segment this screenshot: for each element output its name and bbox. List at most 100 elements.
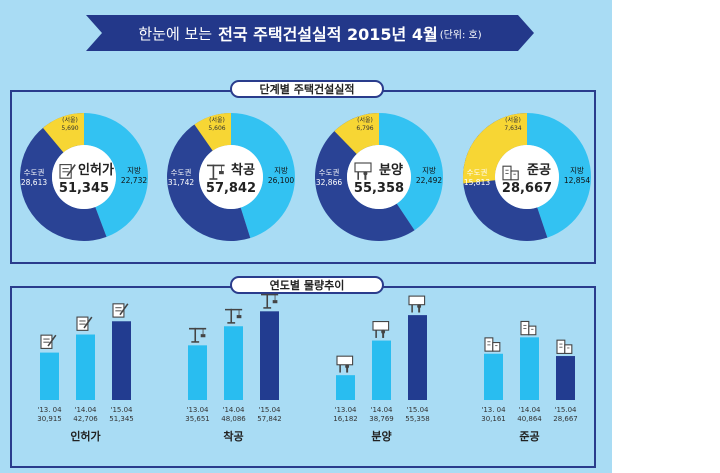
bar-value: 30,161: [481, 415, 506, 423]
crane-icon: [189, 327, 207, 343]
donut-hole: [199, 145, 263, 209]
slice-seoul: [334, 113, 379, 155]
building-short: [564, 344, 573, 354]
crane-icon: [207, 164, 225, 180]
crane-load: [219, 171, 224, 175]
bar-value: 55,358: [405, 415, 430, 423]
seoul-value: 6,796: [356, 125, 373, 132]
group-name: 착공: [223, 429, 243, 443]
crane-icon: [261, 293, 279, 309]
title-unit: (단위: 호): [439, 29, 482, 41]
permit-document-icon: [76, 316, 93, 331]
permit-document-icon: [40, 334, 57, 349]
sign-board: [372, 321, 390, 331]
bar-value: 57,842: [257, 415, 282, 423]
building-short: [528, 325, 537, 336]
donut-name: 인허가: [78, 162, 114, 178]
bar: [76, 334, 95, 400]
bar-period: '14.04: [75, 406, 98, 414]
slice-local: [527, 113, 591, 238]
capital-value: 28,613: [21, 178, 47, 187]
crane-icon: [225, 308, 243, 324]
buildings-icon: [484, 337, 501, 352]
buildings-icon: [520, 320, 537, 336]
building-short: [492, 342, 501, 352]
local-value: 22,732: [121, 176, 147, 185]
seoul-label: (서울): [357, 116, 373, 124]
local-label: 지방: [422, 165, 436, 175]
person-head: [381, 329, 386, 334]
bar-value: 40,864: [517, 415, 542, 423]
donut-total: 57,842: [206, 181, 256, 196]
building-short: [510, 170, 519, 181]
person-head: [417, 304, 422, 309]
donut-hole: [495, 145, 559, 209]
buildings-icon: [502, 165, 519, 181]
bar: [520, 337, 539, 400]
bar-period: '14.04: [519, 406, 542, 414]
sign-board: [408, 295, 426, 306]
capital-label: 수도권: [24, 168, 45, 177]
bar: [112, 321, 131, 400]
bar: [372, 340, 391, 400]
banner-shape: [86, 15, 534, 51]
bar: [260, 311, 279, 400]
section-title-stage: 단계별 주택건설실적: [230, 80, 384, 98]
infographic-canvas: 한눈에 보는 전국 주택건설실적 2015년 4월 (단위: 호) 단계별 주택…: [0, 0, 612, 473]
group-name: 준공: [519, 430, 539, 443]
capital-label: 수도권: [319, 168, 340, 177]
bar-value: 38,769: [369, 415, 394, 423]
bar: [484, 353, 503, 400]
donut-total: 55,358: [354, 181, 404, 196]
title-banner: 한눈에 보는 전국 주택건설실적 2015년 4월 (단위: 호): [86, 15, 534, 51]
slice-seoul: [194, 113, 231, 151]
bar-period: '13.04: [187, 406, 210, 414]
bar: [40, 352, 59, 400]
buildings-icon: [556, 339, 573, 354]
capital-value: 32,866: [316, 178, 342, 187]
bar-value: 42,706: [73, 415, 98, 423]
slice-seoul: [42, 113, 84, 153]
person-head: [363, 171, 368, 176]
donut-name: 분양: [379, 163, 403, 178]
local-value: 26,100: [268, 176, 294, 185]
slice-seoul: [463, 113, 527, 184]
crane-load: [272, 300, 278, 304]
permit-document-icon: [59, 164, 76, 179]
chart-layer: 인허가51,345수도권28,613지방22,732(서울)5,690착공57,…: [19, 113, 591, 443]
bar-period: '15.04: [111, 406, 134, 414]
bar-value: 16,182: [333, 415, 358, 423]
sign-board: [336, 355, 354, 366]
bar-period: '15.04: [555, 406, 578, 414]
sale-sign-icon: [408, 295, 426, 313]
slice-local: [379, 113, 443, 231]
crane-load: [236, 315, 242, 319]
bar-period: '13.04: [335, 406, 358, 414]
capital-label: 수도권: [467, 168, 488, 177]
crane-load: [200, 334, 206, 338]
bar-period: '15.04: [407, 406, 430, 414]
bar-value: 51,345: [109, 415, 134, 423]
slice-capital: [19, 113, 107, 242]
pen: [66, 164, 76, 177]
section-title-trend: 연도별 물량추이: [230, 276, 384, 294]
person-head: [345, 364, 350, 369]
seoul-label: (서울): [62, 116, 78, 124]
seoul-value: 7,634: [504, 125, 521, 132]
donut-total: 51,345: [59, 181, 109, 196]
bar: [336, 375, 355, 400]
permit-document-icon: [112, 303, 129, 318]
capital-value: 15,813: [464, 178, 490, 187]
local-label: 지방: [570, 165, 584, 175]
donut-name: 준공: [527, 163, 551, 178]
donut-hole: [347, 145, 411, 209]
donut-total: 28,667: [502, 181, 552, 196]
bar-period: '15.04: [259, 406, 282, 414]
pen: [83, 316, 93, 329]
bar: [408, 315, 427, 400]
bar-value: 30,915: [37, 415, 62, 423]
title-prefix: 한눈에 보는: [138, 24, 213, 43]
